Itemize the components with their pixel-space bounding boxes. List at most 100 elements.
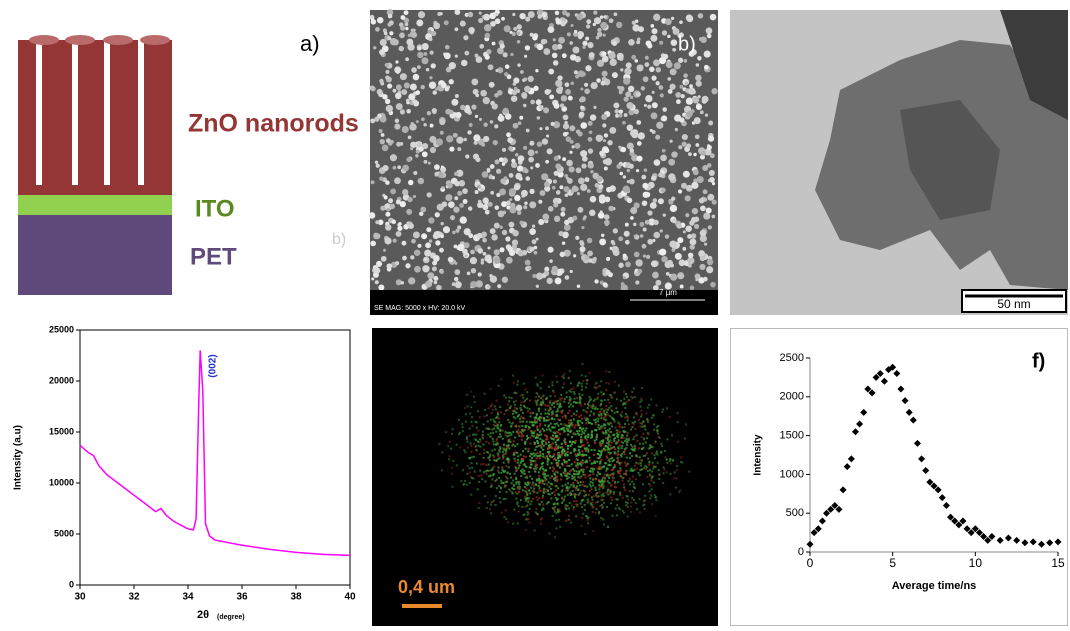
map-pixel — [597, 418, 599, 420]
sem-particle — [369, 212, 376, 219]
map-pixel — [614, 451, 616, 453]
sem-particle — [658, 198, 664, 204]
map-pixel — [570, 419, 572, 421]
map-pixel — [587, 519, 589, 521]
map-pixel — [563, 383, 565, 385]
sem-particle — [506, 257, 513, 264]
map-pixel — [665, 456, 667, 458]
map-pixel — [470, 442, 472, 444]
map-pixel — [564, 496, 566, 498]
map-pixel — [628, 399, 630, 401]
map-pixel — [564, 507, 566, 509]
map-pixel — [499, 497, 501, 499]
map-pixel — [603, 393, 605, 395]
map-pixel — [557, 457, 559, 459]
map-pixel — [608, 402, 610, 404]
map-pixel — [596, 434, 598, 436]
sem-particle — [585, 65, 591, 71]
map-pixel — [635, 478, 637, 480]
map-pixel — [610, 405, 612, 407]
map-pixel — [568, 390, 570, 392]
sem-particle — [628, 39, 635, 46]
map-pixel — [640, 462, 642, 464]
map-pixel — [604, 480, 606, 482]
sem-particle — [440, 270, 444, 274]
map-pixel — [657, 462, 659, 464]
map-pixel — [593, 449, 595, 451]
map-pixel — [596, 438, 598, 440]
map-pixel — [556, 448, 558, 450]
map-pixel — [565, 453, 567, 455]
sem-particle — [528, 76, 534, 82]
map-pixel — [554, 506, 556, 508]
sem-particle — [578, 177, 585, 184]
map-pixel — [553, 472, 555, 474]
sem-particle — [543, 39, 548, 44]
map-pixel — [536, 457, 538, 459]
map-pixel — [624, 417, 626, 419]
map-pixel — [590, 481, 592, 483]
sem-particle — [459, 203, 464, 208]
map-pixel — [626, 439, 628, 441]
sem-particle — [390, 140, 394, 144]
map-pixel — [578, 393, 580, 395]
map-pixel — [590, 502, 592, 504]
pet-layer — [18, 215, 172, 295]
map-pixel — [478, 507, 480, 509]
sem-particle — [580, 106, 584, 110]
map-pixel — [584, 504, 586, 506]
sem-particle — [385, 180, 389, 184]
map-pixel — [556, 476, 558, 478]
sem-particle — [712, 200, 717, 205]
sem-particle — [587, 189, 591, 193]
sem-particle — [553, 60, 559, 66]
sem-particle — [463, 199, 468, 204]
sem-particle — [624, 113, 628, 117]
map-pixel — [513, 401, 515, 403]
map-pixel — [618, 507, 620, 509]
sem-particle — [570, 24, 573, 27]
sem-particle — [427, 272, 434, 279]
sem-particle — [500, 178, 506, 184]
sem-particle — [499, 225, 503, 229]
sem-particle — [636, 92, 641, 97]
sem-particle — [674, 62, 681, 69]
map-pixel — [627, 420, 629, 422]
map-pixel — [569, 410, 571, 412]
sem-particle — [650, 129, 653, 132]
map-pixel — [513, 382, 515, 384]
sem-particle — [670, 68, 677, 75]
map-pixel — [479, 446, 481, 448]
map-pixel — [638, 463, 640, 465]
map-pixel — [474, 471, 476, 473]
map-pixel — [582, 460, 584, 462]
map-pixel — [621, 436, 623, 438]
sem-particle — [563, 132, 568, 137]
sem-particle — [402, 126, 409, 133]
sem-particle — [620, 172, 624, 176]
map-pixel — [580, 461, 582, 463]
map-pixel — [526, 497, 528, 499]
sem-particle — [585, 177, 590, 182]
map-pixel — [626, 401, 628, 403]
map-pixel — [516, 503, 518, 505]
map-pixel — [461, 423, 463, 425]
rod-gap — [36, 40, 42, 185]
map-pixel — [494, 459, 496, 461]
sem-particle — [686, 15, 693, 22]
map-pixel — [609, 436, 611, 438]
map-pixel — [574, 476, 576, 478]
map-pixel — [472, 434, 474, 436]
map-pixel — [580, 464, 582, 466]
map-pixel — [507, 521, 509, 523]
ito-layer — [18, 195, 172, 215]
map-pixel — [595, 512, 597, 514]
map-pixel — [640, 416, 642, 418]
map-pixel — [592, 478, 594, 480]
map-pixel — [625, 501, 627, 503]
map-pixel — [511, 487, 513, 489]
sem-particle — [436, 285, 442, 291]
sem-particle — [637, 156, 643, 162]
map-pixel — [633, 387, 635, 389]
map-pixel — [621, 447, 623, 449]
